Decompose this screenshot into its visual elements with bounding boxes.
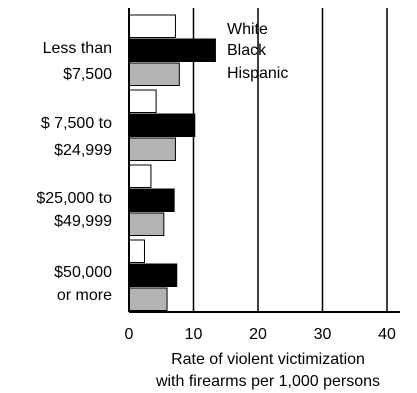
x-axis-label-line-1: with firearms per 1,000 persons (155, 373, 380, 390)
axes (128, 8, 400, 313)
vertical-grid-lines (192, 8, 388, 312)
x-tick-label-20: 20 (249, 326, 267, 343)
bar-hispanic-0 (128, 62, 180, 86)
bar-black-2 (128, 188, 175, 212)
bar-black-0 (128, 38, 216, 62)
bar-hispanic-2 (128, 212, 165, 236)
category-label-2-line-0: $25,000 to (36, 190, 112, 207)
bar-white-1 (128, 89, 157, 113)
legend-entry-white: White (227, 21, 268, 38)
category-label-0-line-1: $7,500 (63, 66, 112, 83)
bar-white-3 (128, 239, 145, 263)
x-tick-label-0: 0 (125, 326, 134, 343)
legend: White Black Hispanic (227, 21, 288, 82)
bar-hispanic-1 (128, 137, 176, 161)
bar-black-3 (128, 263, 178, 287)
x-axis-label-line-0: Rate of violent victimization (171, 351, 365, 368)
x-tick-label-40: 40 (378, 326, 396, 343)
x-tick-labels: 0 10 20 30 40 (125, 326, 396, 343)
category-label-3-line-1: or more (57, 287, 112, 304)
bar-white-2 (128, 164, 152, 188)
legend-entry-hispanic: Hispanic (227, 65, 288, 82)
legend-entry-black: Black (227, 42, 267, 59)
category-label-1-line-1: $24,999 (54, 142, 112, 159)
category-labels: Less than $7,500 $ 7,500 to $24,999 $25,000 … (36, 40, 112, 304)
x-tick-label-10: 10 (185, 326, 203, 343)
bars (128, 14, 216, 311)
x-axis-label: Rate of violent victimization with firear… (155, 351, 380, 390)
x-tick-label-30: 30 (314, 326, 332, 343)
bar-black-1 (128, 113, 196, 137)
bar-white-0 (128, 14, 176, 38)
category-label-2-line-1: $49,999 (54, 213, 112, 230)
category-label-1-line-0: $ 7,500 to (41, 115, 112, 132)
category-label-0-line-0: Less than (43, 40, 112, 57)
bar-hispanic-3 (128, 287, 168, 311)
category-label-3-line-0: $50,000 (54, 264, 112, 281)
